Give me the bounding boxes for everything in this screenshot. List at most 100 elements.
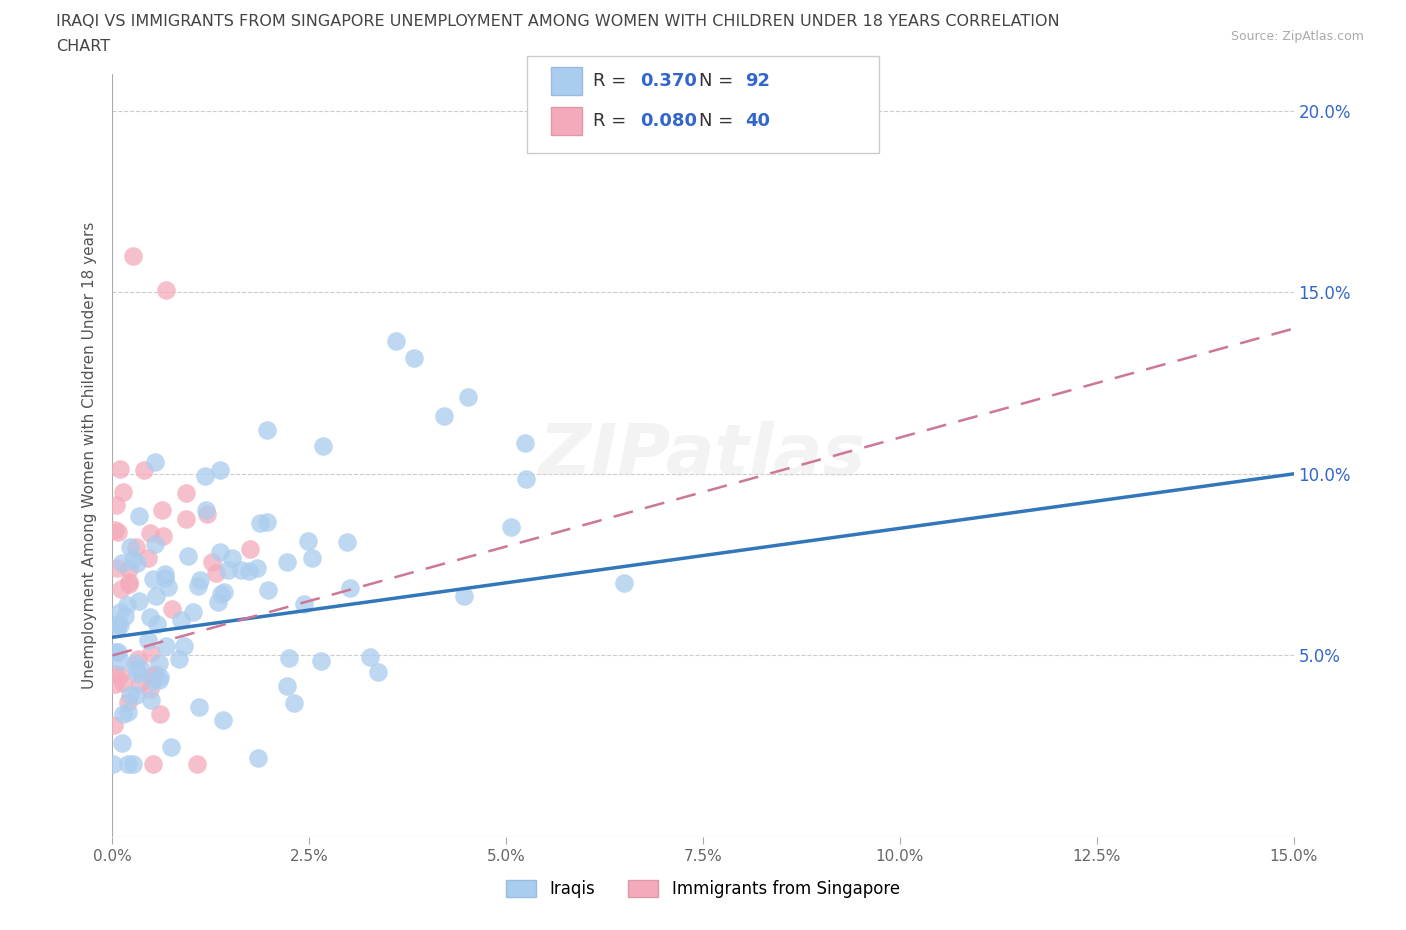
Point <box>143 537 166 551</box>
Point <box>112 707 135 722</box>
Point <box>148 673 170 688</box>
Point <box>339 580 361 595</box>
Point <box>283 696 305 711</box>
Point <box>276 555 298 570</box>
Point <box>229 563 252 578</box>
Point <box>297 534 319 549</box>
Point <box>145 666 167 681</box>
Point <box>174 486 197 501</box>
Point <box>221 551 243 565</box>
Point <box>188 699 211 714</box>
Point <box>117 695 139 710</box>
Point <box>127 667 149 682</box>
Point <box>142 571 165 586</box>
Text: 92: 92 <box>745 72 770 90</box>
Point <box>209 545 232 560</box>
Text: CHART: CHART <box>56 39 110 54</box>
Point <box>141 668 163 683</box>
Point <box>141 693 163 708</box>
Point <box>110 581 132 596</box>
Point <box>125 539 148 554</box>
Legend: Iraqis, Immigrants from Singapore: Iraqis, Immigrants from Singapore <box>499 873 907 905</box>
Point <box>246 751 269 765</box>
Text: R =: R = <box>593 112 633 130</box>
Text: N =: N = <box>699 72 738 90</box>
Text: Source: ZipAtlas.com: Source: ZipAtlas.com <box>1230 30 1364 43</box>
Point <box>153 567 176 582</box>
Point <box>104 676 127 691</box>
Text: R =: R = <box>593 72 633 90</box>
Point <box>207 594 229 609</box>
Point <box>108 618 131 632</box>
Point <box>127 652 149 667</box>
Point <box>181 604 204 619</box>
Point <box>107 525 129 539</box>
Point <box>136 632 159 647</box>
Point <box>114 608 136 623</box>
Point <box>174 512 197 526</box>
Point <box>111 485 134 499</box>
Point <box>104 667 127 682</box>
Point <box>256 514 278 529</box>
Point <box>312 438 335 453</box>
Point <box>153 571 176 586</box>
Point <box>120 539 142 554</box>
Point <box>188 573 211 588</box>
Point <box>110 604 132 619</box>
Point <box>142 673 165 688</box>
Point <box>162 602 184 617</box>
Point <box>142 757 165 772</box>
Point <box>336 535 359 550</box>
Point <box>149 706 172 721</box>
Point <box>209 586 232 601</box>
Point <box>108 461 131 476</box>
Point <box>101 757 124 772</box>
Point <box>292 596 315 611</box>
Point <box>105 561 128 576</box>
Point <box>122 248 145 263</box>
Point <box>105 620 128 635</box>
Point <box>118 562 141 577</box>
Point <box>195 507 218 522</box>
Text: IRAQI VS IMMIGRANTS FROM SINGAPORE UNEMPLOYMENT AMONG WOMEN WITH CHILDREN UNDER : IRAQI VS IMMIGRANTS FROM SINGAPORE UNEMP… <box>56 14 1060 29</box>
Point <box>107 644 129 659</box>
Point <box>108 668 131 683</box>
Point <box>155 638 177 653</box>
Point <box>613 576 636 591</box>
Point <box>499 520 522 535</box>
Text: N =: N = <box>699 112 738 130</box>
Text: ZIPatlas: ZIPatlas <box>540 421 866 490</box>
Text: 0.370: 0.370 <box>640 72 696 90</box>
Point <box>367 665 389 680</box>
Point <box>138 525 160 540</box>
Point <box>200 555 222 570</box>
Point <box>148 655 170 670</box>
Point <box>111 675 134 690</box>
Point <box>139 610 162 625</box>
Point <box>121 551 143 566</box>
Point <box>117 757 139 772</box>
Point <box>145 455 167 470</box>
Point <box>129 662 152 677</box>
Point <box>118 575 141 590</box>
Point <box>249 516 271 531</box>
Point <box>121 757 143 772</box>
Point <box>276 678 298 693</box>
Point <box>359 649 381 664</box>
Point <box>457 390 479 405</box>
Point <box>104 644 127 659</box>
Point <box>173 638 195 653</box>
Point <box>117 704 139 719</box>
Point <box>257 583 280 598</box>
Point <box>120 687 142 702</box>
Point <box>118 577 141 591</box>
Point <box>277 650 299 665</box>
Point <box>186 757 208 772</box>
Point <box>212 712 235 727</box>
Point <box>111 555 134 570</box>
Point <box>152 528 174 543</box>
Point <box>156 579 179 594</box>
Point <box>136 551 159 565</box>
Point <box>402 351 425 365</box>
Point <box>453 589 475 604</box>
